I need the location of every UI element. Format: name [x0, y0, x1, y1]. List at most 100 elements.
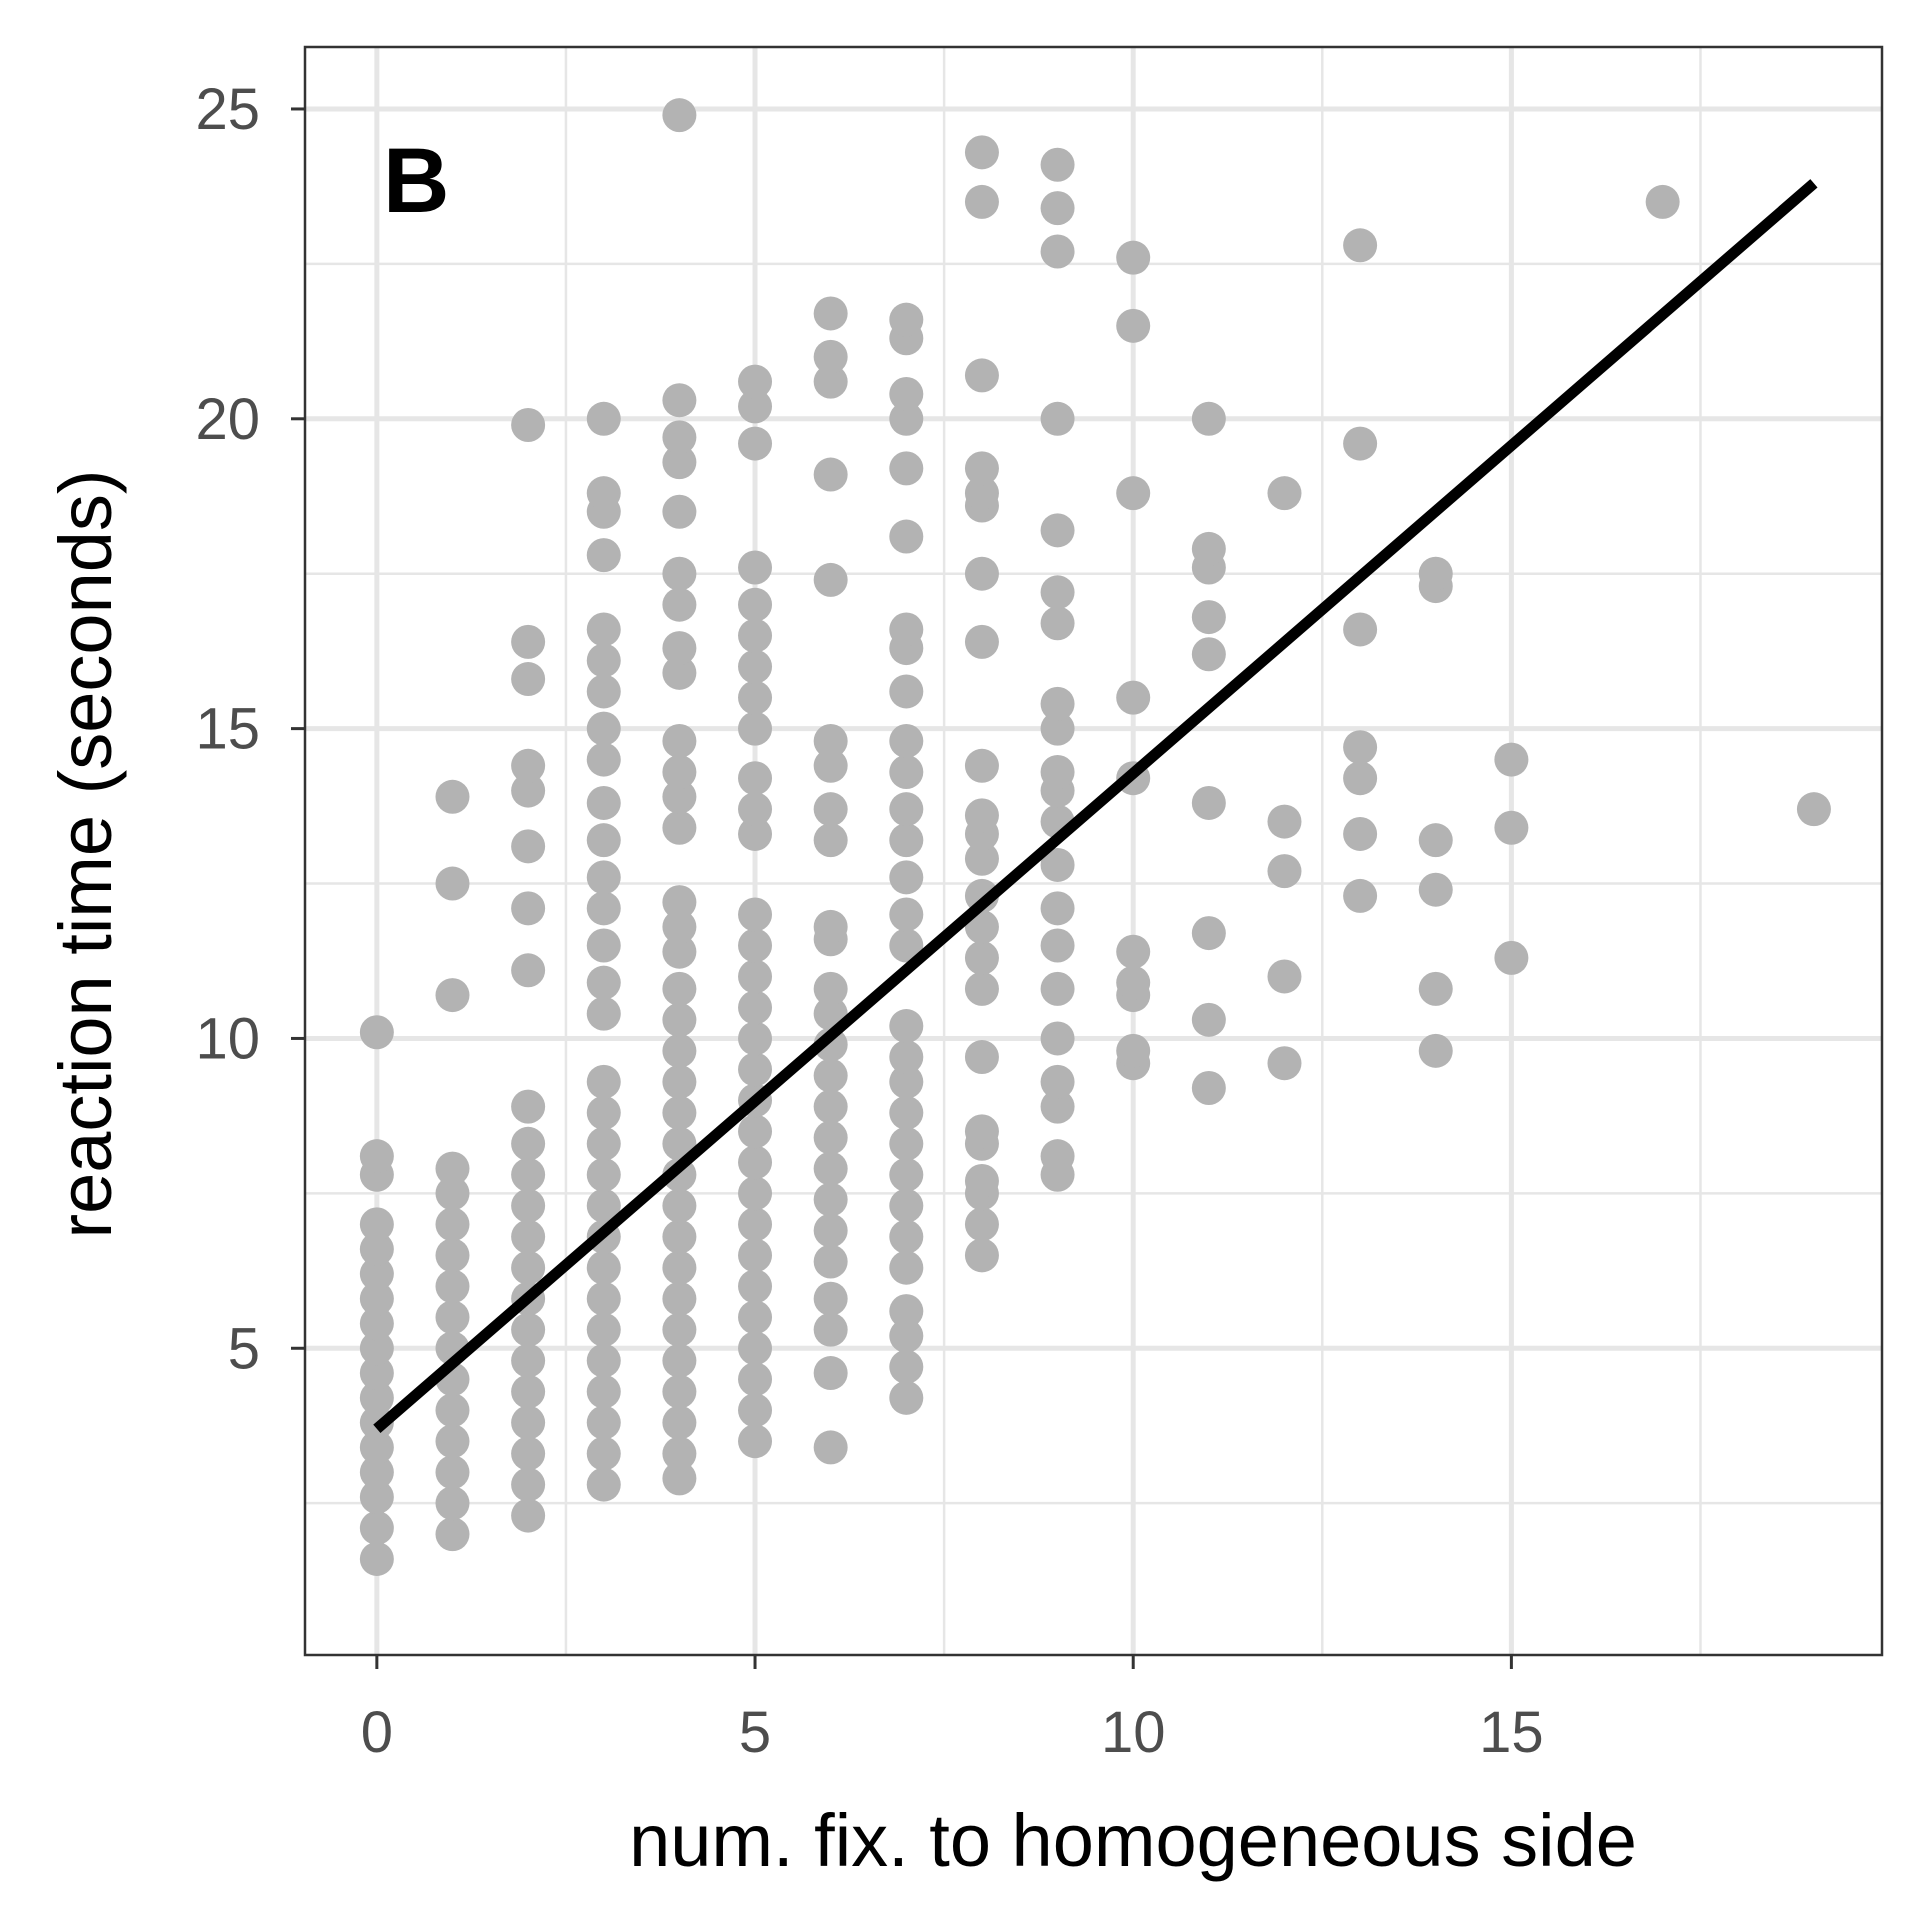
x-axis-title: num. fix. to homogeneous side [629, 1799, 1637, 1882]
data-point [435, 1517, 470, 1552]
data-point [511, 1467, 546, 1502]
data-point [889, 451, 924, 486]
data-point [1343, 612, 1378, 647]
data-point [889, 823, 924, 858]
data-point [964, 451, 999, 486]
y-tick-label: 20 [195, 387, 260, 452]
data-point [586, 1436, 621, 1471]
data-point [1040, 147, 1075, 182]
data-point [1418, 971, 1453, 1006]
data-point [662, 655, 697, 690]
data-point [1494, 940, 1529, 975]
data-point [813, 364, 848, 399]
data-point [435, 1207, 470, 1242]
data-point [586, 711, 621, 746]
data-point [964, 358, 999, 393]
data-point [662, 494, 697, 529]
data-point [964, 1114, 999, 1149]
data-point [813, 1213, 848, 1248]
data-point [359, 1510, 394, 1545]
data-point [1343, 730, 1378, 765]
data-point [511, 1312, 546, 1347]
x-axis-ticks: 0 5 10 15 [361, 1655, 1544, 1765]
data-point [359, 1281, 394, 1316]
data-point [738, 426, 773, 461]
data-point [1418, 823, 1453, 858]
data-point [1343, 228, 1378, 263]
panel-border [303, 45, 1884, 1657]
data-point [511, 1157, 546, 1192]
data-point [889, 792, 924, 827]
data-point [889, 724, 924, 759]
data-point [359, 1380, 394, 1415]
data-point [1343, 878, 1378, 913]
data-point [586, 823, 621, 858]
data-point [738, 1176, 773, 1211]
data-point [738, 711, 773, 746]
data-point [889, 1157, 924, 1192]
data-point [1040, 1139, 1075, 1174]
data-point [662, 724, 697, 759]
data-point [586, 612, 621, 647]
data-point [964, 971, 999, 1006]
data-point [586, 1157, 621, 1192]
data-point [1116, 240, 1151, 275]
data-point [586, 1312, 621, 1347]
data-point [586, 996, 621, 1031]
data-point [964, 878, 999, 913]
data-point [964, 748, 999, 783]
data-point [1040, 1064, 1075, 1099]
data-point [662, 1188, 697, 1223]
data-point [1191, 916, 1226, 951]
data-point [813, 724, 848, 759]
data-point [586, 1064, 621, 1099]
data-point [586, 538, 621, 573]
data-point [738, 550, 773, 585]
data-point [1040, 191, 1075, 226]
data-point [359, 1356, 394, 1391]
data-point [889, 1188, 924, 1223]
data-point [1116, 934, 1151, 969]
data-point [1191, 1002, 1226, 1037]
data-point [1191, 600, 1226, 635]
data-point [435, 1393, 470, 1428]
data-point [511, 1405, 546, 1440]
data-point [662, 909, 697, 944]
data-point [359, 1455, 394, 1490]
data-point [1040, 513, 1075, 548]
data-point [813, 1244, 848, 1279]
data-point [1116, 965, 1151, 1000]
data-point [586, 891, 621, 926]
data-point [1116, 308, 1151, 343]
data-point [1191, 637, 1226, 672]
data-point [359, 1015, 394, 1050]
data-point [889, 1380, 924, 1415]
data-point [889, 674, 924, 709]
data-point [662, 1343, 697, 1378]
data-point [738, 1238, 773, 1273]
data-point [738, 761, 773, 796]
panel-label: B [383, 130, 449, 232]
data-point [889, 928, 924, 963]
data-point [1040, 754, 1075, 789]
data-point [738, 680, 773, 715]
data-point [1191, 401, 1226, 436]
data-point [1191, 1071, 1226, 1106]
data-point [738, 1114, 773, 1149]
data-point [964, 940, 999, 975]
data-point [738, 1052, 773, 1087]
data-point [359, 1139, 394, 1174]
data-point [1040, 1089, 1075, 1124]
data-point [586, 674, 621, 709]
data-point [662, 1250, 697, 1285]
data-point [889, 1219, 924, 1254]
data-point [511, 1343, 546, 1378]
data-point [813, 971, 848, 1006]
data-point [1418, 872, 1453, 907]
data-point [1267, 854, 1302, 889]
data-point [813, 792, 848, 827]
data-point [964, 556, 999, 591]
data-point [359, 1207, 394, 1242]
data-point [586, 401, 621, 436]
